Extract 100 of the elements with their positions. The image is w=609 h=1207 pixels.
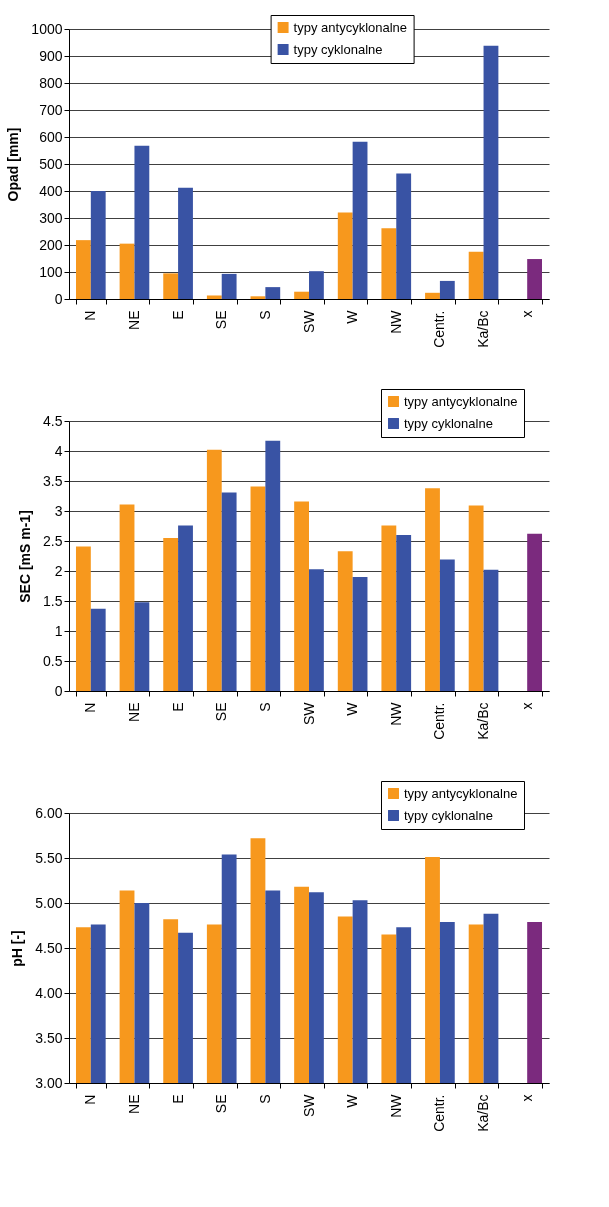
x-tick-label: E — [169, 310, 186, 320]
bar — [265, 440, 281, 691]
x-tick-label: SW — [300, 701, 317, 726]
legend-label: typy cyklonalne — [404, 415, 493, 431]
bar — [352, 141, 368, 299]
bar — [396, 535, 412, 691]
legend-label: typy antycyklonalne — [293, 19, 408, 35]
bar — [206, 295, 222, 299]
y-tick-label: 100 — [39, 263, 63, 280]
y-tick-label: 3.00 — [35, 1074, 63, 1091]
x-tick-label: Centr. — [431, 1094, 448, 1132]
bar — [178, 187, 193, 299]
bar — [163, 538, 179, 691]
y-tick-label: 1000 — [31, 20, 63, 37]
x-tick-label: S — [256, 1094, 273, 1104]
bar — [381, 228, 397, 299]
y-tick-label: 600 — [39, 128, 63, 145]
x-tick-label: Ka/Bc — [475, 1094, 492, 1132]
y-tick-label: 0 — [54, 682, 63, 699]
y-tick-label: 6.00 — [35, 804, 63, 821]
bar — [119, 243, 135, 299]
x-tick-label: NW — [387, 309, 404, 334]
bar — [294, 501, 309, 691]
bar — [265, 287, 281, 299]
bar — [483, 569, 499, 691]
bar — [134, 602, 150, 691]
x-tick-label: E — [169, 1094, 186, 1104]
y-tick-label: 3 — [54, 502, 63, 519]
bar — [250, 296, 266, 299]
bar — [425, 292, 440, 299]
legend-label: typy cyklonalne — [404, 807, 493, 823]
x-tick-label: SE — [213, 1094, 230, 1114]
y-tick-label: 0 — [54, 290, 63, 307]
x-tick-label: Ka/Bc — [475, 702, 492, 740]
bar — [309, 271, 324, 299]
bar — [250, 486, 266, 691]
x-tick-label: NW — [387, 701, 404, 726]
x-tick-label: S — [256, 310, 273, 320]
bar — [337, 212, 353, 299]
y-tick-label: 3.50 — [35, 1029, 63, 1046]
x-tick-label: W — [344, 1093, 361, 1108]
y-tick-label: 4.00 — [35, 984, 63, 1001]
x-tick-label: N — [82, 702, 99, 713]
y-tick-label: 1.5 — [43, 592, 63, 609]
bar — [134, 145, 150, 299]
bar — [337, 551, 353, 691]
bar — [483, 45, 499, 299]
bar — [527, 259, 543, 299]
x-tick-label: N — [82, 310, 99, 321]
legend-label: typy antycyklonalne — [404, 785, 518, 801]
bar — [75, 240, 91, 299]
y-tick-label: 0.5 — [43, 652, 63, 669]
y-axis-title: pH [-] — [9, 930, 26, 967]
bar — [527, 533, 543, 691]
y-tick-label: 5.00 — [35, 894, 63, 911]
y-tick-label: 800 — [39, 74, 63, 91]
y-tick-label: 400 — [39, 182, 63, 199]
bar — [439, 280, 455, 299]
y-tick-label: 2 — [54, 562, 63, 579]
bar — [90, 608, 106, 691]
y-tick-label: 4.5 — [43, 412, 63, 429]
bar — [75, 546, 91, 691]
y-tick-label: 700 — [39, 101, 63, 118]
y-axis-title: SEC [mS m-1] — [17, 510, 34, 603]
bar — [178, 525, 193, 691]
bar — [119, 504, 135, 691]
x-tick-label: SW — [300, 1093, 317, 1118]
x-tick-label: NE — [125, 702, 142, 722]
x-tick-label: Ka/Bc — [475, 310, 492, 348]
x-tick-label: W — [344, 701, 361, 716]
y-tick-label: 4.50 — [35, 939, 63, 956]
x-tick-label: x — [518, 310, 535, 318]
y-tick-label: 4 — [54, 442, 63, 459]
x-tick-label: x — [518, 1094, 535, 1102]
legend-label: typy cyklonalne — [293, 41, 383, 57]
x-tick-label: x — [518, 702, 535, 710]
y-tick-label: 200 — [39, 236, 63, 253]
x-tick-label: SE — [213, 310, 230, 330]
x-tick-label: E — [169, 702, 186, 712]
bar — [221, 273, 237, 299]
bar — [439, 559, 455, 691]
bar — [294, 291, 309, 299]
bar — [468, 251, 484, 299]
y-tick-label: 300 — [39, 209, 63, 226]
x-tick-label: Centr. — [431, 702, 448, 740]
x-tick-label: NW — [387, 1093, 404, 1118]
bar — [90, 191, 106, 299]
x-tick-label: Centr. — [431, 310, 448, 348]
bar — [468, 505, 484, 691]
y-tick-label: 500 — [39, 155, 63, 172]
x-tick-label: N — [82, 1094, 99, 1105]
bar — [352, 577, 368, 691]
y-axis-title: Opad [mm] — [5, 127, 22, 202]
bar — [163, 273, 179, 299]
x-tick-label: W — [344, 309, 361, 324]
y-tick-label: 1 — [54, 622, 63, 639]
legend-label: typy antycyklonalne — [404, 393, 518, 409]
y-tick-label: 5.50 — [35, 849, 63, 866]
bar — [206, 449, 222, 691]
x-tick-label: NE — [125, 1094, 142, 1114]
